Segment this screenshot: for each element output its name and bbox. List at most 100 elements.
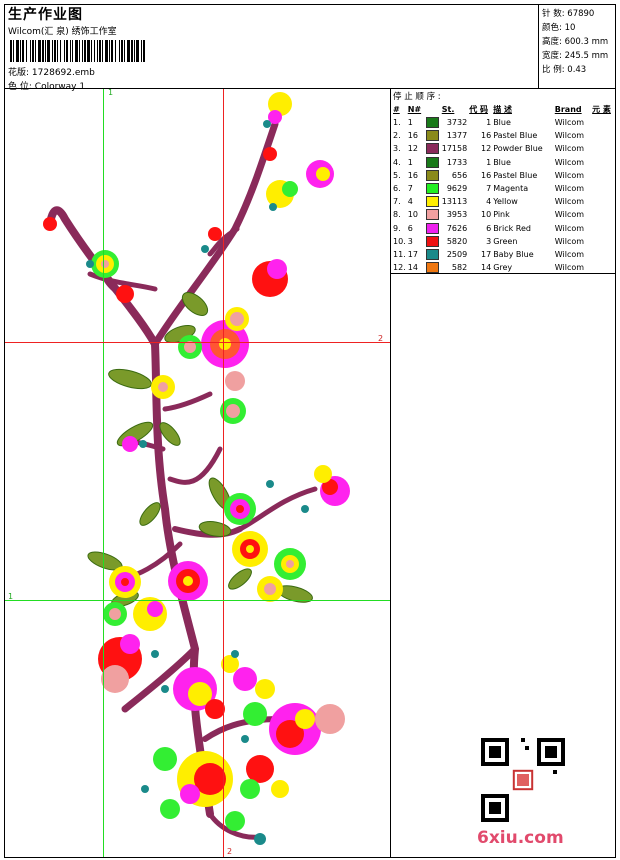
row-index: 5.: [393, 170, 401, 180]
needle-number: 17: [407, 249, 418, 259]
color-row: 11. 17 2509 17 Baby Blue Wilcom: [392, 248, 616, 261]
color-swatch: [425, 142, 441, 155]
swatch-icon: [425, 222, 439, 234]
color-code: 3: [486, 236, 492, 246]
color-code: 1: [486, 157, 492, 167]
color-code: 6: [486, 223, 492, 233]
element-cell: [591, 169, 616, 182]
thread-brand: Wilcom: [554, 223, 585, 233]
color-code: 17: [481, 249, 492, 259]
color-swatch: [425, 222, 441, 235]
needle-number: 14: [407, 263, 418, 273]
guide-horizontal-2: [5, 342, 390, 343]
stitch-count: 9629: [446, 184, 468, 194]
qr-code-icon: [481, 738, 565, 822]
element-cell: [591, 142, 616, 155]
colorway-name: Colorway 1: [34, 82, 86, 92]
color-row: 7. 4 13113 4 Yellow Wilcom: [392, 195, 616, 208]
color-description: Blue: [493, 157, 511, 167]
color-swatch: [425, 169, 441, 182]
row-index: 3.: [393, 144, 401, 154]
row-index: 9.: [393, 223, 401, 233]
color-swatch: [425, 248, 441, 261]
stat-height: 高度: 600.3 mm: [542, 37, 609, 47]
element-cell: [591, 156, 616, 169]
thread-brand: Wilcom: [554, 197, 585, 207]
color-row: 6. 7 9629 7 Magenta Wilcom: [392, 182, 616, 195]
color-description: Pink: [493, 210, 510, 220]
color-swatch: [425, 208, 441, 221]
thread-brand: Wilcom: [554, 184, 585, 194]
thread-brand: Wilcom: [554, 144, 585, 154]
color-description: Baby Blue: [493, 249, 534, 259]
swatch-icon: [425, 130, 439, 142]
color-code: 16: [481, 131, 492, 141]
color-description: Blue: [493, 118, 511, 128]
row-index: 10.: [393, 236, 406, 246]
stitch-count: 656: [451, 170, 468, 180]
needle-number: 1: [407, 118, 413, 128]
needle-number: 16: [407, 170, 418, 180]
stat-width: 宽度: 245.5 mm: [542, 51, 609, 61]
color-swatch: [425, 182, 441, 195]
element-cell: [591, 129, 616, 142]
thread-brand: Wilcom: [554, 263, 585, 273]
element-cell: [591, 182, 616, 195]
row-index: 12.: [393, 263, 406, 273]
row-index: 11.: [393, 249, 406, 259]
needle-number: 10: [407, 210, 418, 220]
needle-number: 12: [407, 144, 418, 154]
guide-label-v1: 1: [108, 88, 114, 97]
color-table: # N# St. 代 码 描 述 Brand 元 素 1. 1 3732 1 Blue W…: [392, 103, 616, 274]
stat-stitches: 针 数: 67890: [542, 9, 595, 19]
swatch-icon: [425, 183, 439, 195]
row-index: 6.: [393, 184, 401, 194]
row-index: 8.: [393, 210, 401, 220]
color-code: 10: [481, 210, 492, 220]
header-divider: [4, 88, 616, 89]
color-row: 8. 10 3953 10 Pink Wilcom: [392, 208, 616, 221]
color-description: Pastel Blue: [493, 131, 538, 141]
guide-vertical-2: [223, 89, 224, 857]
swatch-icon: [425, 143, 439, 155]
stitch-count: 3953: [446, 210, 468, 220]
color-row: 9. 6 7626 6 Brick Red Wilcom: [392, 222, 616, 235]
needle-number: 1: [407, 157, 413, 167]
column-divider: [390, 88, 391, 858]
guide-label-h2: 2: [378, 334, 384, 343]
swatch-icon: [425, 248, 439, 260]
guide-horizontal-1: [5, 600, 390, 601]
thread-brand: Wilcom: [554, 210, 585, 220]
swatch-icon: [425, 117, 439, 129]
stat-scale: 比 例: 0.43: [542, 65, 587, 75]
stitch-count: 7626: [446, 223, 468, 233]
stop-sequence-panel: 停 止 顺 序 : # N# St. 代 码 描 述 Brand 元 素 1. 1…: [392, 90, 616, 274]
guide-label-v2: 2: [227, 847, 233, 856]
needle-number: 3: [407, 236, 413, 246]
element-cell: [591, 116, 616, 129]
color-swatch: [425, 261, 441, 274]
color-row: 3. 12 17158 12 Powder Blue Wilcom: [392, 142, 616, 155]
color-swatch: [425, 116, 441, 129]
swatch-icon: [425, 169, 439, 181]
stats-panel: 针 数: 67890 颜色: 10 高度: 600.3 mm 宽度: 245.5…: [538, 4, 617, 88]
color-description: Green: [493, 236, 518, 246]
color-row: 5. 16 656 16 Pastel Blue Wilcom: [392, 169, 616, 182]
needle-number: 16: [407, 131, 418, 141]
swatch-icon: [425, 262, 439, 274]
header-info: 生产作业图 Wilcom(汇 泉) 绣饰工作室 花版: 1728692.emb …: [6, 4, 536, 92]
element-cell: [591, 195, 616, 208]
thread-brand: Wilcom: [554, 249, 585, 259]
color-code: 14: [481, 263, 492, 273]
stitch-count: 13113: [441, 197, 468, 207]
color-row: 10. 3 5820 3 Green Wilcom: [392, 235, 616, 248]
color-swatch: [425, 156, 441, 169]
swatch-icon: [425, 209, 439, 221]
page-title: 生产作业图: [8, 7, 83, 23]
color-code: 7: [486, 184, 492, 194]
thread-brand: Wilcom: [554, 118, 585, 128]
color-code: 16: [481, 170, 492, 180]
thread-brand: Wilcom: [554, 170, 585, 180]
file-line: 花版: 1728692.emb: [8, 65, 95, 78]
element-cell: [591, 248, 616, 261]
